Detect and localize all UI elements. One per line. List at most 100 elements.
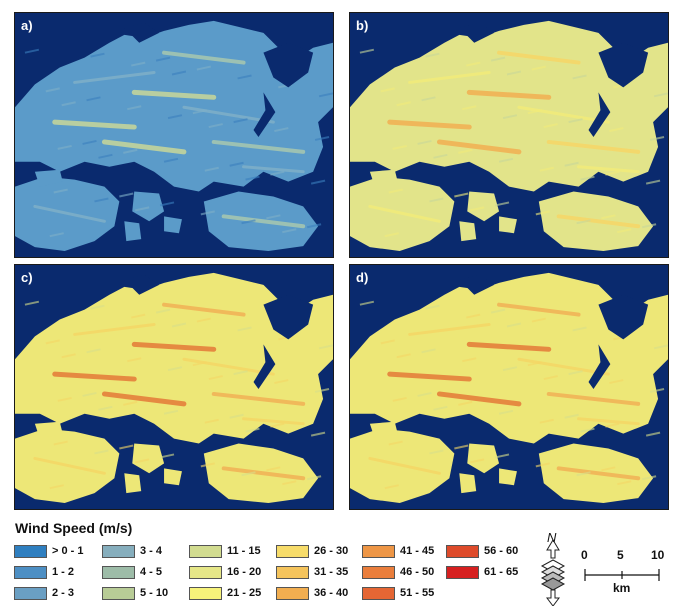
terrain-texture: [527, 361, 543, 367]
landmass: [34, 169, 63, 187]
terrain-texture: [204, 166, 219, 172]
terrain-texture: [506, 70, 522, 76]
legend-label: 51 - 55: [400, 587, 435, 599]
terrain-texture: [208, 375, 223, 381]
inland-water: [588, 344, 611, 389]
wind-streak: [182, 105, 275, 124]
wind-streak: [436, 391, 522, 407]
wind-streak: [73, 323, 156, 336]
north-arrow-icon: [540, 539, 566, 606]
terrain-texture: [396, 353, 411, 359]
legend-item: 11 - 15: [189, 544, 261, 558]
legend-label: > 0 - 1: [52, 545, 84, 557]
terrain-texture: [641, 223, 657, 229]
terrain-texture: [208, 123, 223, 129]
legend-title: Wind Speed (m/s): [15, 520, 133, 536]
terrain-texture: [617, 480, 632, 486]
legend-swatch: [276, 586, 309, 600]
terrain-texture: [163, 409, 179, 415]
scale-tick-10: 10: [651, 548, 665, 562]
wind-streak: [368, 456, 441, 475]
legend-item: 41 - 45: [362, 544, 434, 558]
terrain-texture: [310, 179, 326, 185]
terrain-texture: [490, 308, 506, 314]
legend-swatch: [14, 544, 47, 558]
legend-label: 2 - 3: [52, 587, 75, 599]
wind-streak: [211, 139, 306, 154]
terrain-texture: [454, 192, 469, 198]
terrain-texture: [155, 308, 171, 314]
wind-streak: [577, 165, 640, 174]
terrain-texture: [388, 440, 403, 446]
terrain-texture: [90, 304, 105, 310]
terrain-texture: [123, 400, 138, 406]
terrain-texture: [306, 223, 322, 229]
terrain-texture: [245, 175, 260, 181]
scale-line: [584, 569, 660, 581]
terrain-texture: [171, 70, 187, 76]
map-d-svg: [350, 265, 668, 509]
landmass: [459, 221, 477, 242]
wind-streak: [52, 371, 137, 382]
terrain-texture: [82, 391, 97, 397]
wind-streak: [387, 119, 472, 130]
inland-water: [263, 294, 314, 340]
terrain-texture: [266, 214, 281, 220]
inland-water: [588, 92, 611, 137]
terrain-texture: [421, 96, 436, 102]
legend-label: 36 - 40: [314, 587, 349, 599]
legend-swatch: [446, 544, 479, 558]
terrain-texture: [53, 188, 68, 194]
terrain-texture: [388, 188, 403, 194]
terrain-texture: [266, 466, 281, 472]
map-c-svg: [15, 265, 333, 509]
terrain-texture: [572, 326, 587, 332]
terrain-texture: [359, 48, 375, 54]
terrain-texture: [49, 484, 64, 490]
terrain-texture: [543, 123, 558, 129]
terrain-texture: [384, 484, 399, 490]
terrain-texture: [580, 175, 595, 181]
legend-label: 26 - 30: [314, 545, 349, 557]
legend-item: 61 - 65: [446, 565, 518, 579]
scale-unit: km: [613, 581, 631, 595]
terrain-texture: [564, 161, 579, 167]
terrain-texture: [237, 326, 252, 332]
scale-bar: 0 5 10 km: [578, 548, 670, 600]
terrain-texture: [576, 219, 591, 225]
terrain-texture: [396, 101, 411, 107]
terrain-texture: [645, 431, 661, 437]
legend-swatch: [362, 544, 395, 558]
terrain-texture: [417, 391, 432, 397]
wind-streak: [368, 204, 441, 223]
terrain-texture: [494, 201, 510, 207]
terrain-texture: [506, 322, 522, 328]
legend-swatch: [276, 544, 309, 558]
terrain-texture: [568, 370, 583, 376]
terrain-texture: [314, 388, 330, 393]
terrain-texture: [580, 427, 595, 433]
terrain-texture: [274, 379, 289, 385]
terrain-texture: [159, 453, 175, 459]
terrain-texture: [645, 179, 661, 185]
legend-label: 56 - 60: [484, 545, 519, 557]
wind-streak: [221, 466, 306, 481]
wind-streak: [556, 466, 641, 481]
legend-label: 21 - 25: [227, 587, 262, 599]
terrain-texture: [502, 114, 518, 120]
terrain-texture: [498, 409, 514, 415]
terrain-texture: [531, 317, 546, 323]
terrain-texture: [229, 161, 244, 167]
legend-label: 61 - 65: [484, 566, 519, 578]
legend-item: 56 - 60: [446, 544, 518, 558]
wind-streak: [546, 391, 641, 406]
legend-swatch: [189, 586, 222, 600]
wind-streak: [101, 391, 187, 407]
terrain-texture: [605, 170, 620, 176]
terrain-texture: [241, 471, 256, 477]
terrain-texture: [196, 65, 211, 71]
wind-streak: [517, 105, 610, 124]
terrain-texture: [617, 228, 632, 234]
inland-water: [124, 274, 160, 295]
terrain-texture: [649, 388, 665, 393]
